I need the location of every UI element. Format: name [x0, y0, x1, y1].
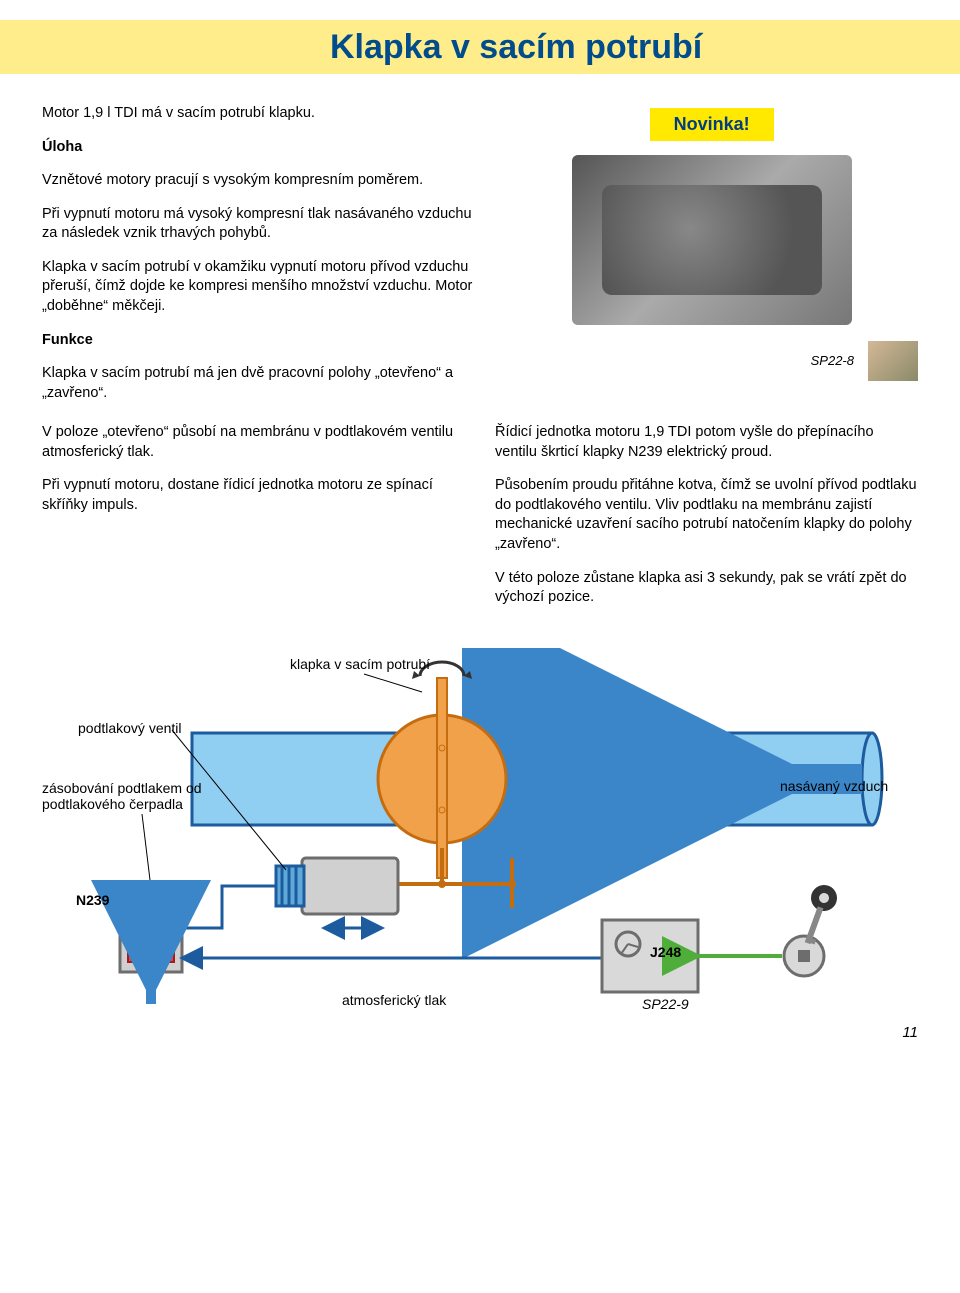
page-title: Klapka v sacím potrubí — [330, 28, 702, 67]
figure-label-top: SP22-8 — [811, 353, 854, 368]
para-3: Při vypnutí motoru má vysoký kompresní t… — [42, 205, 475, 244]
label-vzduch: nasávaný vzduch — [780, 778, 888, 794]
engine-photo — [572, 155, 852, 325]
intro-text: Motor 1,9 l TDI má v sacím potrubí klapk… — [42, 104, 475, 124]
right-p3: V této poloze zůstane klapka asi 3 sekun… — [495, 569, 918, 608]
engine-thumbnail-icon — [868, 341, 918, 381]
right-p1: Řídicí jednotka motoru 1,9 TDI potom vyš… — [495, 423, 918, 462]
right-col-lower: Řídicí jednotka motoru 1,9 TDI potom vyš… — [495, 423, 918, 622]
page-number: 11 — [0, 1018, 960, 1059]
left-column: Motor 1,9 l TDI má v sacím potrubí klapk… — [42, 104, 475, 417]
right-p2: Působením proudu přitáhne kotva, čímž se… — [495, 476, 918, 554]
content: Motor 1,9 l TDI má v sacím potrubí klapk… — [0, 74, 960, 1018]
vacuum-actuator — [302, 858, 398, 914]
figure-label-bottom: SP22-9 — [642, 996, 689, 1012]
label-n239: N239 — [76, 892, 109, 908]
n239-valve — [120, 882, 182, 980]
label-j248: J248 — [650, 944, 681, 960]
heading-uloha: Úloha — [42, 138, 475, 158]
label-ventil: podtlakový ventil — [78, 720, 182, 736]
label-klapka: klapka v sacím potrubí — [290, 656, 430, 672]
label-zasobovani: zásobování podtlakem od podtlakového čer… — [42, 780, 242, 812]
ignition-key-icon — [784, 881, 841, 976]
para-2: Vznětové motory pracují s vysokým kompre… — [42, 171, 475, 191]
left-col-lower: V poloze „otevřeno“ působí na membránu v… — [42, 423, 465, 622]
heading-funkce: Funkce — [42, 331, 475, 351]
title-bar: Klapka v sacím potrubí — [0, 20, 960, 74]
para-7: Při vypnutí motoru, dostane řídicí jedno… — [42, 476, 465, 515]
para-6: V poloze „otevřeno“ působí na membránu v… — [42, 423, 465, 462]
label-atm: atmosferický tlak — [342, 992, 446, 1008]
para-5: Klapka v sacím potrubí má jen dvě pracov… — [42, 364, 475, 403]
novinka-badge: Novinka! — [650, 108, 774, 141]
para-4: Klapka v sacím potrubí v okamžiku vypnut… — [42, 258, 475, 317]
diagram: klapka v sacím potrubí podtlakový ventil… — [42, 648, 918, 1018]
right-column: Novinka! SP22-8 — [505, 104, 918, 417]
diagram-svg — [42, 648, 918, 1008]
